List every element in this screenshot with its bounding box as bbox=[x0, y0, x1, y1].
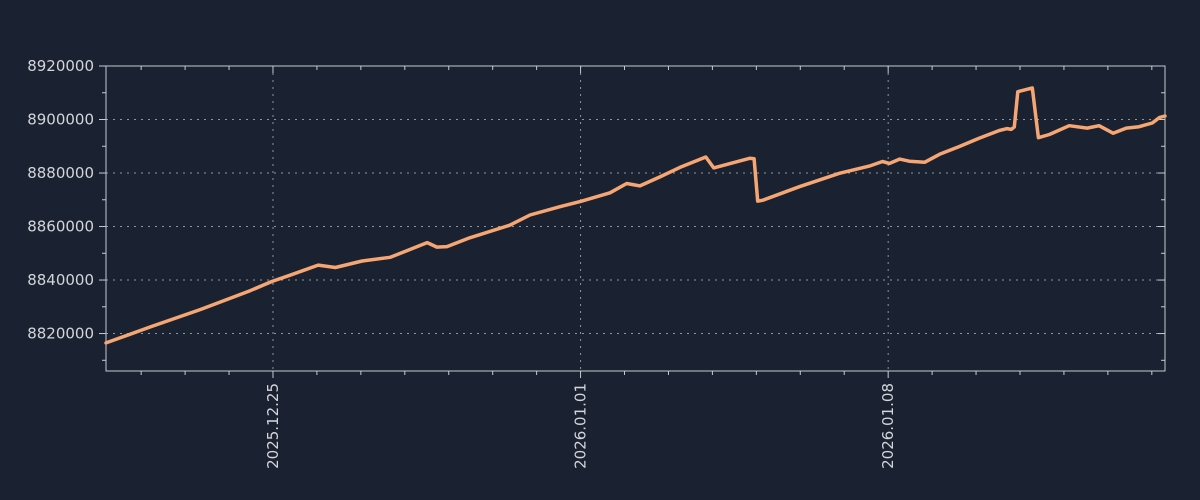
y-tick-label: 8920000 bbox=[27, 57, 94, 75]
x-tick-label: 2026.01.01 bbox=[572, 383, 590, 469]
x-tick-label: 2026.01.08 bbox=[879, 383, 897, 469]
y-tick-label: 8820000 bbox=[27, 325, 94, 343]
data-line bbox=[104, 86, 1167, 345]
y-tick-label: 8860000 bbox=[27, 218, 94, 236]
plot-border bbox=[105, 65, 1166, 372]
y-tick-label: 8900000 bbox=[27, 111, 94, 129]
y-tick-label: 8840000 bbox=[27, 271, 94, 289]
x-tick-label: 2025.12.25 bbox=[264, 383, 282, 469]
y-tick-label: 8880000 bbox=[27, 164, 94, 182]
